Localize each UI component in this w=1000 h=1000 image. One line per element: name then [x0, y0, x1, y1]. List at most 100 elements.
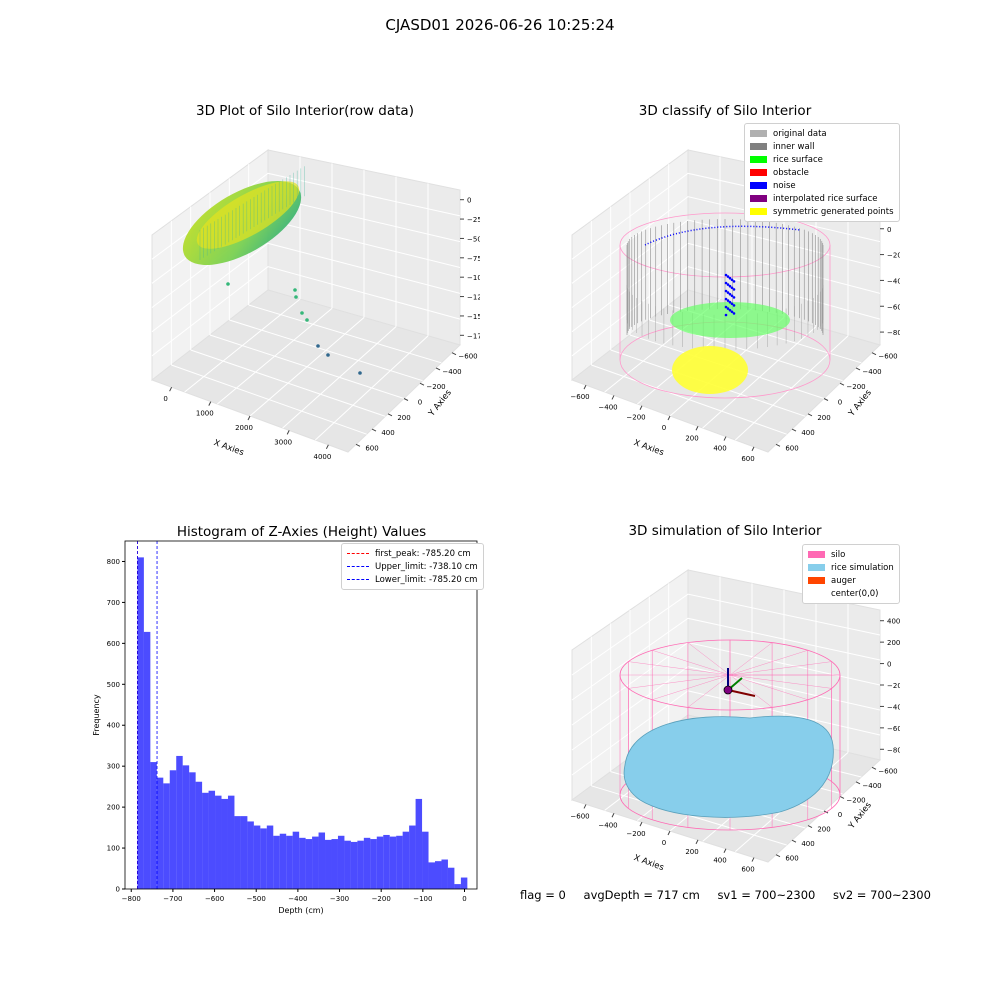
silo-wire — [729, 674, 773, 708]
x-tick-label: −200 — [372, 895, 391, 903]
z-tick-label: 200 — [887, 639, 900, 647]
histogram-title: Histogram of Z-Axies (Height) Values — [176, 524, 427, 540]
histogram-bar — [305, 839, 313, 889]
y-tick — [419, 382, 425, 386]
noise-point — [728, 300, 732, 304]
histogram-bar — [331, 839, 338, 889]
x-tick-label: −300 — [330, 895, 349, 903]
noise-point — [724, 273, 728, 277]
y-tick-label: 200 — [397, 414, 410, 422]
y-tick — [855, 781, 861, 785]
histogram-bar — [460, 877, 468, 889]
noise-point — [728, 292, 732, 296]
rice-surface — [670, 302, 790, 338]
y-tick-label: 200 — [107, 804, 120, 812]
panel-raw-3d: 3D Plot of Silo Interior(row data) — [130, 100, 480, 470]
x-tick-label: −200 — [626, 414, 645, 422]
histogram-bar — [286, 835, 293, 889]
status-footer: flag = 0 avgDepth = 717 cm sv1 = 700~230… — [520, 888, 945, 902]
silo-wire — [729, 650, 808, 676]
x-tick-label: −700 — [163, 895, 182, 903]
y-tick — [807, 825, 813, 829]
noise-point — [724, 289, 728, 293]
noise-point — [726, 299, 730, 302]
y-tick-label: 0 — [116, 886, 120, 894]
classify-legend: original data inner wall rice surface obsta… — [744, 123, 900, 222]
y-tick — [371, 428, 377, 432]
histogram-bar — [447, 867, 455, 889]
y-tick-label: 600 — [107, 640, 120, 648]
x-tick-label: 3000 — [274, 438, 292, 446]
legend-swatch — [750, 195, 767, 202]
legend-swatch — [750, 143, 767, 150]
histogram-bar — [312, 836, 319, 889]
y-tick — [435, 367, 441, 371]
silo-wire — [687, 642, 731, 676]
x-tick — [325, 444, 329, 450]
histogram-bar — [273, 835, 280, 889]
x-axis-label: X Axies — [212, 438, 245, 458]
noise-point — [726, 275, 730, 278]
legend-entry: rice surface — [750, 153, 894, 166]
noise-point — [730, 302, 734, 306]
x-tick-label: 4000 — [313, 453, 331, 461]
simulation-plot-title: 3D simulation of Silo Interior — [628, 523, 822, 539]
y-tick-label: 600 — [365, 444, 378, 452]
y-tick — [871, 352, 877, 356]
y-tick-label: −200 — [846, 796, 865, 804]
x-tick — [247, 415, 251, 421]
panel-classify-3d: 3D classify of Silo Interior — [550, 100, 900, 470]
x-tick — [611, 395, 615, 400]
silo-wire — [628, 674, 731, 689]
legend-swatch — [808, 564, 825, 571]
y-tick-label: 700 — [107, 599, 120, 607]
silo-point-cloud-top — [196, 181, 300, 249]
histogram-bar — [350, 841, 358, 889]
x-tick-label: 2000 — [235, 424, 253, 432]
raw-plot-title: 3D Plot of Silo Interior(row data) — [196, 103, 414, 119]
histogram-bar — [143, 631, 151, 889]
legend-label: rice surface — [773, 154, 823, 165]
simulation-3d-plot: −600−400−20002004006006004002000−200−400… — [570, 569, 900, 874]
histogram-chart: −800 −700 −600 −500 −400 −300 −200 −100 0 0 100 200… — [92, 540, 478, 915]
legend-label: noise — [773, 180, 796, 191]
x-tick-label: 600 — [741, 455, 754, 463]
silo-wire — [652, 650, 731, 676]
y-tick-label: 0 — [418, 399, 422, 407]
histogram-bar — [208, 790, 216, 889]
legend-label: Lower_limit: -785.20 cm — [375, 574, 478, 585]
histogram-legend: first_peak: -785.20 cm Upper_limit: -738.… — [341, 543, 484, 590]
legend-swatch — [750, 182, 767, 189]
figure-suptitle: CJASD01 2026-06-26 10:25:24 — [385, 16, 615, 34]
z-tick-label: −600 — [887, 725, 900, 733]
grid-line — [734, 335, 849, 441]
x-tick-label: 400 — [713, 857, 726, 865]
y-axis-label: Frequency — [92, 694, 101, 736]
x-tick-label: 0 — [163, 395, 167, 403]
legend-line-swatch — [347, 579, 369, 580]
legend-line-swatch — [347, 566, 369, 567]
x-tick-label: 0 — [662, 839, 666, 847]
outlier-point — [316, 344, 320, 348]
histogram-bar — [389, 836, 397, 889]
x-tick — [286, 430, 290, 435]
x-tick-label: −600 — [205, 895, 224, 903]
legend-label: Upper_limit: -738.10 cm — [375, 561, 478, 572]
y-tick — [387, 413, 393, 417]
avg-depth-text: avgDepth = 717 cm — [583, 888, 700, 902]
noise-point — [724, 281, 728, 285]
y-tick-label: −600 — [878, 353, 897, 361]
x-tick-label: 1000 — [196, 410, 214, 418]
legend-entry: auger — [808, 574, 894, 587]
x-tick — [695, 426, 699, 431]
legend-swatch — [750, 169, 767, 176]
grid-line — [571, 593, 881, 676]
y-tick-label: 400 — [381, 429, 394, 437]
histogram-bar — [428, 862, 436, 889]
histogram-bar — [344, 840, 351, 889]
histogram-bar — [376, 836, 384, 889]
z-tick-label: −400 — [887, 703, 900, 711]
legend-label: obstacle — [773, 167, 809, 178]
z-tick-label: 0 — [467, 197, 471, 205]
histogram-bar — [150, 762, 157, 889]
